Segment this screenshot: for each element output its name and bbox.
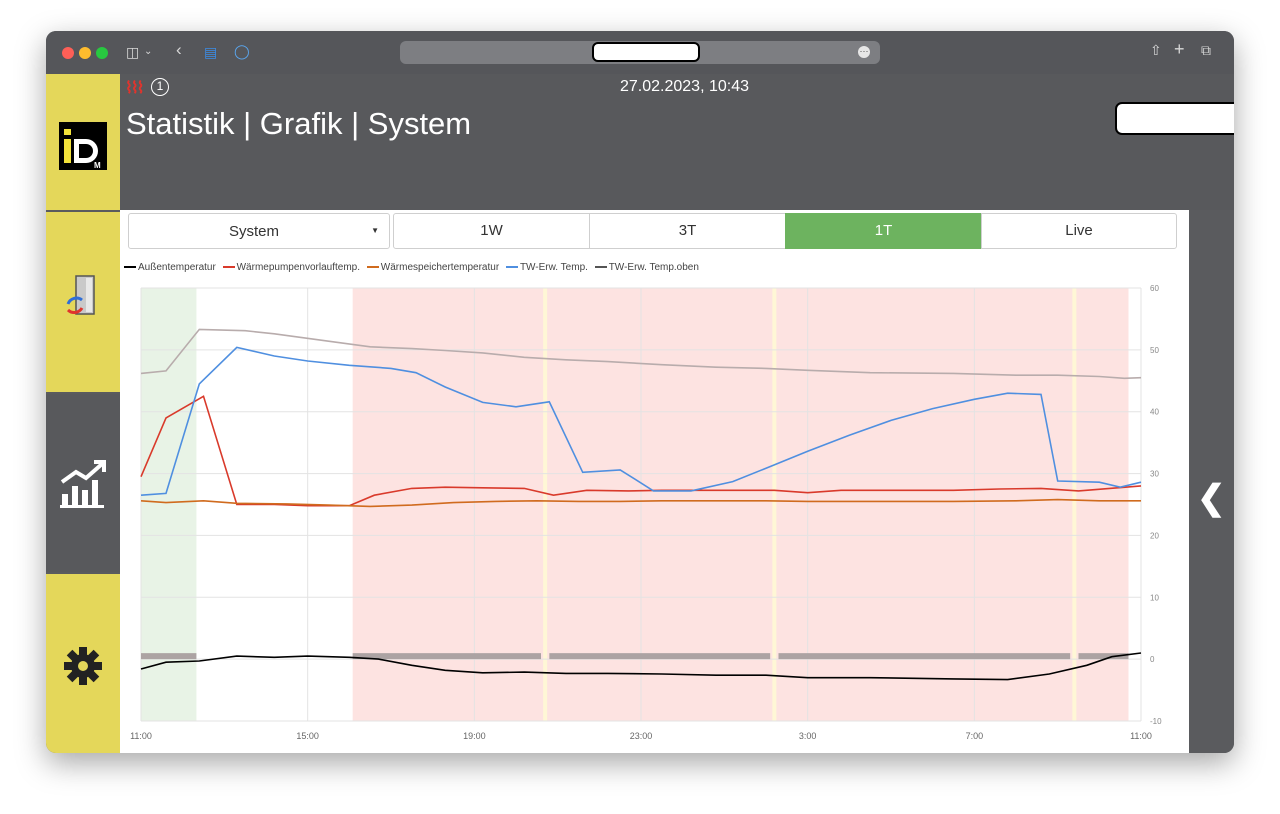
system-select[interactable]: System ▼ — [128, 213, 390, 249]
legend-item[interactable]: Wärmespeichertemperatur — [366, 262, 500, 273]
chevron-down-icon[interactable]: ⌄ — [144, 46, 153, 57]
sidebar: M — [46, 74, 120, 753]
browser-window: ◫ ⌄ ‹ ▤ ◯ ⋯ ⇧ + ⧉ M — [46, 31, 1234, 753]
band-gap — [772, 288, 777, 721]
main-content: System ▼ 1W 3T 1T Live Außentemperatur W… — [120, 210, 1189, 753]
y-tick-label: 60 — [1150, 284, 1159, 293]
page-title: Statistik | Grafik | System — [126, 106, 472, 141]
x-tick-label: 19:00 — [463, 731, 486, 741]
y-tick-label: 40 — [1150, 408, 1159, 417]
heater-icon[interactable]: ⌇⌇⌇ — [125, 80, 144, 97]
band-gap — [543, 288, 548, 721]
x-tick-label: 11:00 — [1130, 731, 1152, 741]
sidebar-item-settings[interactable] — [46, 574, 120, 753]
y-tick-label: 10 — [1150, 593, 1159, 602]
legend-label: TW-Erw. Temp. — [519, 262, 588, 273]
series-line — [140, 328, 1142, 380]
statistics-icon — [60, 460, 106, 508]
period-tabs: System ▼ 1W 3T 1T Live — [128, 213, 1177, 250]
y-tick-label: 50 — [1150, 346, 1159, 355]
legend-label: Wärmespeichertemperatur — [380, 262, 500, 273]
back-icon[interactable]: ‹ — [176, 40, 182, 59]
series-line — [140, 652, 1142, 681]
status-segment — [1078, 653, 1129, 660]
status-segment — [141, 653, 197, 660]
series-line — [140, 346, 1142, 496]
x-tick-label: 15:00 — [296, 731, 319, 741]
x-tick-label: 23:00 — [630, 731, 653, 741]
caret-down-icon: ▼ — [371, 226, 379, 235]
datetime: 27.02.2023, 10:43 — [620, 78, 750, 95]
y-tick-label: -10 — [1150, 717, 1162, 726]
address-redaction — [592, 42, 700, 62]
tabs-icon[interactable]: ⧉ — [1201, 42, 1211, 58]
sidebar-item-ventilation[interactable] — [46, 212, 120, 392]
door-sync-icon — [66, 275, 95, 315]
close-window-button[interactable] — [62, 47, 74, 59]
legend-item[interactable]: Außentemperatur — [124, 262, 216, 273]
time-band — [352, 288, 1129, 721]
tab-live[interactable]: Live — [981, 213, 1177, 249]
status-segment — [549, 653, 771, 660]
legend-item[interactable]: TW-Erw. Temp. — [505, 262, 588, 273]
browser-titlebar: ◫ ⌄ ‹ ▤ ◯ ⋯ ⇧ + ⧉ — [46, 31, 1234, 74]
temperature-chart: 60 50 40 30 20 10 0 -10 11:00 15:00 19:00 23:00 3:00… — [130, 284, 1162, 741]
band-gap — [1072, 288, 1077, 721]
series-line — [140, 498, 1141, 508]
new-tab-icon[interactable]: + — [1174, 39, 1185, 59]
zoom-window-button[interactable] — [96, 47, 108, 59]
tab-1w[interactable]: 1W — [393, 213, 590, 249]
share-icon[interactable]: ⇧ — [1150, 42, 1162, 58]
notification-badge[interactable]: 1 — [151, 78, 169, 96]
chart-legend: Außentemperatur Wärmepumpenvorlauftemp. … — [124, 262, 703, 276]
legend-item[interactable]: TW-Erw. Temp.oben — [594, 262, 699, 273]
svg-text:M: M — [94, 161, 101, 170]
y-tick-label: 20 — [1150, 531, 1159, 540]
reader-icon[interactable]: ▤ — [204, 44, 218, 60]
right-panel: ❮ — [1189, 210, 1234, 753]
status-segment — [778, 653, 1071, 660]
x-tick-label: 3:00 — [799, 731, 817, 741]
page-header: ⌇⌇⌇ 1 27.02.2023, 10:43 Statistik | Graf… — [120, 74, 1234, 210]
user-field-redaction — [1115, 102, 1234, 135]
sidebar-logo-block[interactable]: M — [46, 74, 120, 210]
tab-3t[interactable]: 3T — [589, 213, 786, 249]
legend-label: Außentemperatur — [138, 262, 216, 273]
collapse-panel-icon[interactable]: ❮ — [1197, 479, 1226, 517]
y-tick-label: 0 — [1150, 655, 1155, 664]
system-select-label: System — [228, 223, 279, 240]
legend-label: Wärmepumpenvorlauftemp. — [236, 262, 360, 273]
settings-icon — [64, 647, 102, 685]
tab-1t[interactable]: 1T — [785, 213, 982, 249]
shield-icon[interactable]: ◯ — [234, 43, 250, 59]
sidebar-item-statistics[interactable] — [46, 394, 120, 572]
sidebar-toggle-icon[interactable]: ◫ — [126, 44, 140, 60]
minimize-window-button[interactable] — [79, 47, 91, 59]
idm-logo: M — [59, 122, 107, 170]
more-options-icon[interactable]: ⋯ — [858, 46, 870, 58]
legend-label: TW-Erw. Temp.oben — [608, 262, 699, 273]
x-tick-label: 7:00 — [966, 731, 984, 741]
time-band — [141, 288, 197, 721]
legend-item[interactable]: Wärmepumpenvorlauftemp. — [222, 262, 360, 273]
x-tick-label: 11:00 — [130, 731, 152, 741]
y-tick-label: 30 — [1150, 470, 1159, 479]
status-segment — [352, 653, 541, 660]
